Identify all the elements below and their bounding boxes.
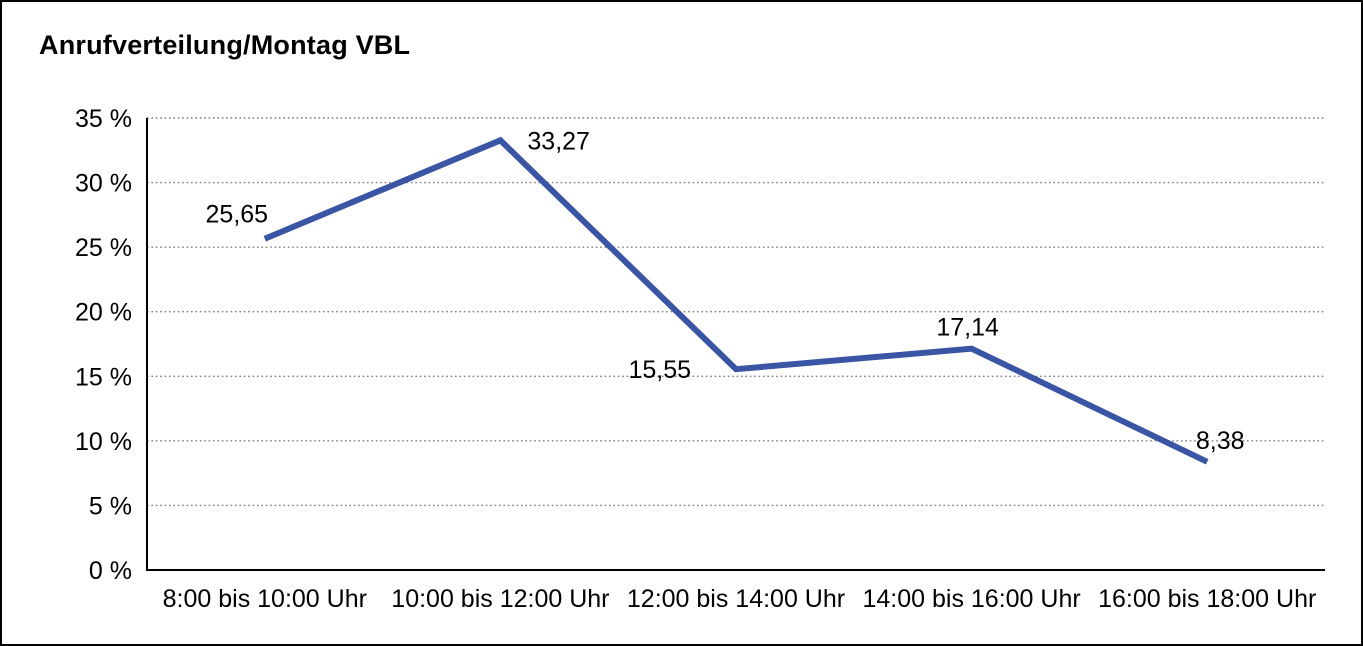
y-axis-tick-label: 35 %: [75, 105, 132, 133]
y-axis-tick-label: 15 %: [75, 363, 132, 391]
y-axis-tick-label: 0 %: [89, 557, 132, 585]
data-point-label: 33,27: [527, 127, 590, 155]
x-axis-category-label: 8:00 bis 10:00 Uhr: [163, 585, 367, 613]
y-axis-tick-label: 30 %: [75, 170, 132, 198]
data-point-label: 8,38: [1196, 427, 1245, 455]
chart-title: Anrufverteilung/Montag VBL: [39, 30, 411, 60]
x-axis-category-label: 16:00 bis 18:00 Uhr: [1098, 585, 1316, 613]
y-axis-tick-label: 20 %: [75, 299, 132, 327]
y-axis-tick-label: 10 %: [75, 428, 132, 456]
y-axis-tick-label: 5 %: [89, 492, 132, 520]
data-point-label: 15,55: [628, 356, 691, 384]
series-line: [263, 136, 1209, 465]
y-axis-tick-label: 25 %: [75, 234, 132, 262]
x-axis-category-label: 14:00 bis 16:00 Uhr: [862, 585, 1080, 613]
x-axis-category-label: 12:00 bis 14:00 Uhr: [627, 585, 845, 613]
data-point-label: 17,14: [936, 314, 999, 342]
x-axis-category-label: 10:00 bis 12:00 Uhr: [391, 585, 609, 613]
data-point-label: 25,65: [206, 201, 269, 229]
